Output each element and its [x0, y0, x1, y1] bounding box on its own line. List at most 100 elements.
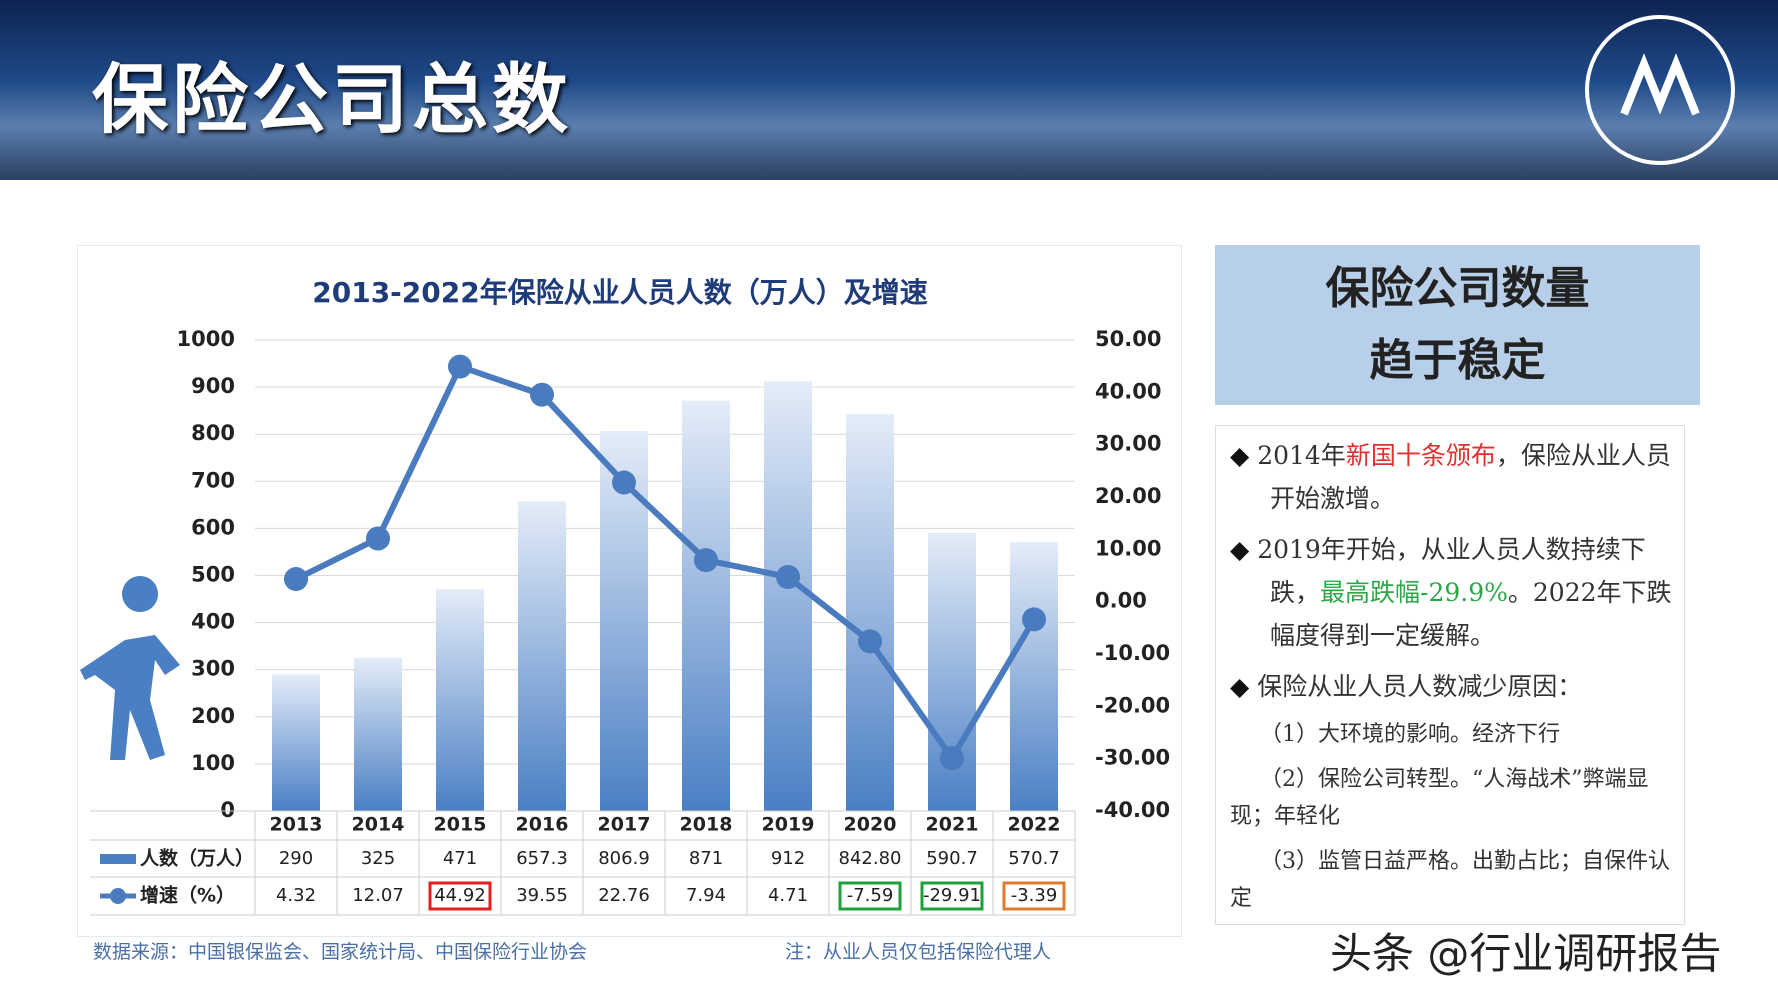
text-segment: 。2022年下跌幅度得到一定缓解。	[1270, 578, 1672, 650]
x-tick-label: 2016	[516, 814, 569, 836]
line	[294, 362, 1037, 764]
text-segment: 新国十条颁布	[1345, 441, 1496, 470]
bullet: ◆	[1230, 535, 1258, 564]
summary-title-line: 保险公司数量	[1325, 263, 1590, 314]
text-segment: 2019年开始，从业人员人数持续下跌，	[1257, 535, 1646, 607]
data-label: 22.76	[598, 885, 650, 906]
highlight-box	[1002, 881, 1066, 911]
marker	[530, 382, 554, 407]
bar	[682, 400, 730, 811]
highlight-box	[920, 881, 984, 911]
y-tick-label: 700	[191, 468, 235, 492]
data-label: -29.91	[923, 885, 981, 906]
marker	[694, 548, 718, 573]
data-label: -7.59	[847, 885, 894, 906]
y-tick-label: 0	[220, 798, 235, 822]
data-label: 912	[771, 848, 805, 869]
data-label: 12.07	[352, 885, 404, 906]
y2-tick-label: 40.00	[1095, 379, 1161, 403]
data-label: 871	[689, 848, 723, 869]
y-tick-label: 800	[191, 421, 235, 445]
bar	[354, 657, 402, 811]
x-tick-label: 2015	[434, 814, 487, 836]
legend-label: 人数（万人）	[140, 847, 254, 870]
marker	[1022, 607, 1046, 632]
data-label: 471	[443, 848, 477, 869]
summary-title-line: 趋于稳定	[1369, 335, 1546, 386]
summary-text: ◆ 2014年新国十条颁布，保险从业人员开始激增。 ◆ 2019年开始，从业人员人…	[1215, 425, 1685, 925]
y-tick-label: 400	[191, 610, 235, 634]
bullet: ◆	[1230, 672, 1258, 701]
y-tick-label: 100	[191, 751, 235, 775]
logo-mark	[1620, 53, 1700, 116]
marker	[940, 746, 964, 771]
y2-tick-label: 10.00	[1095, 536, 1161, 560]
summary-point: ◆ 保险从业人员人数减少原因：	[1230, 665, 1674, 708]
data-label: 4.71	[768, 885, 808, 906]
chart-title: 2013-2022年保险从业人员人数（万人）及增速	[312, 276, 927, 309]
bar	[846, 414, 894, 811]
y2-tick-label: -10.00	[1095, 641, 1170, 665]
y2-tick-label: 50.00	[1095, 327, 1161, 351]
y2-tick-label: 30.00	[1095, 432, 1161, 456]
x-tick-label: 2021	[926, 814, 979, 836]
summary-point: （1）大环境的影响。经济下行	[1230, 716, 1674, 753]
data-label: 842.80	[839, 848, 902, 869]
y2-tick-label: 20.00	[1095, 484, 1161, 508]
logo	[1585, 15, 1735, 165]
marker	[284, 567, 308, 592]
summary-point: （2）保险公司转型。“人海战术”弊端显现；年轻化	[1230, 761, 1674, 835]
bar	[764, 381, 812, 811]
y-tick-label: 200	[191, 704, 235, 728]
runner-icon	[80, 576, 180, 760]
data-label: 290	[279, 848, 313, 869]
y-tick-label: 500	[191, 563, 235, 587]
bar	[518, 501, 566, 811]
watermark: 头条 @行业调研报告	[1330, 929, 1722, 978]
note: 注：从业人员仅包括保险代理人	[785, 941, 1052, 963]
data-label: 7.94	[686, 885, 726, 906]
y2-tick-label: -30.00	[1095, 746, 1170, 770]
text-segment: ，保险从业人员开始激增。	[1270, 441, 1671, 513]
marker	[858, 629, 882, 654]
x-tick-label: 2013	[270, 814, 323, 836]
x-tick-label: 2020	[844, 814, 897, 836]
text-segment: （3）监管日益严格。出勤占比；自保件认定	[1230, 849, 1670, 911]
header: 保险公司总数	[0, 0, 1778, 180]
y2-tick-label: -20.00	[1095, 693, 1170, 717]
source: 数据来源：中国银保监会、国家统计局、中国保险行业协会	[93, 941, 588, 963]
data-label: 4.32	[276, 885, 316, 906]
data-label: 590.7	[926, 848, 978, 869]
bar	[436, 589, 484, 811]
data-label: 325	[361, 848, 395, 869]
data-label: 44.92	[434, 885, 486, 906]
x-tick-label: 2022	[1008, 814, 1061, 836]
y2-tick-label: -40.00	[1095, 798, 1170, 822]
text-segment: 保险从业人员人数减少原因：	[1257, 672, 1583, 701]
summary-point: ◆ 2014年新国十条颁布，保险从业人员开始激增。	[1230, 434, 1674, 520]
marker	[448, 354, 472, 379]
data-label: 570.7	[1008, 848, 1060, 869]
summary-point: ◆ 2019年开始，从业人员人数持续下跌，最高跌幅-29.9%。2022年下跌幅…	[1230, 528, 1674, 657]
y-tick-label: 900	[191, 374, 235, 398]
summary-point: （3）监管日益严格。出勤占比；自保件认定	[1230, 843, 1674, 917]
marker	[366, 526, 390, 551]
bullet: ◆	[1230, 441, 1258, 470]
data-label: 657.3	[516, 848, 568, 869]
text-segment: 最高跌幅-29.9%	[1320, 578, 1508, 607]
highlight-box	[838, 881, 902, 911]
text-segment: 2014年	[1257, 441, 1346, 470]
bar	[272, 674, 320, 811]
logo-shape	[1620, 53, 1700, 116]
highlight-box	[428, 881, 492, 911]
text-segment: （1）大环境的影响。经济下行	[1260, 722, 1560, 747]
x-tick-label: 2019	[762, 814, 815, 836]
y2-tick-label: 0.00	[1095, 589, 1147, 613]
y-tick-label: 300	[191, 657, 235, 681]
data-label: 806.9	[598, 848, 650, 869]
y-tick-label: 600	[191, 515, 235, 539]
legend-swatch	[100, 854, 136, 864]
marker	[776, 565, 800, 590]
